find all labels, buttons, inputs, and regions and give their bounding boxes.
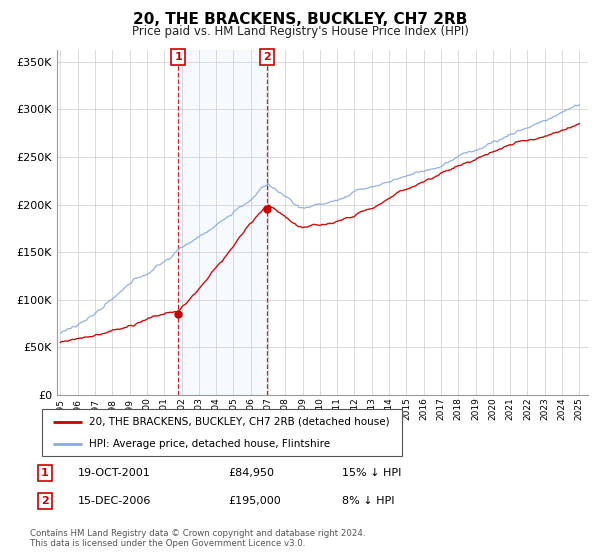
Bar — [178, 50, 267, 395]
Text: Price paid vs. HM Land Registry's House Price Index (HPI): Price paid vs. HM Land Registry's House … — [131, 25, 469, 38]
Text: 1: 1 — [174, 52, 182, 62]
Text: 2: 2 — [263, 52, 271, 62]
FancyBboxPatch shape — [42, 409, 402, 456]
Text: This data is licensed under the Open Government Licence v3.0.: This data is licensed under the Open Gov… — [30, 539, 305, 548]
Text: 1: 1 — [41, 468, 49, 478]
Text: Contains HM Land Registry data © Crown copyright and database right 2024.: Contains HM Land Registry data © Crown c… — [30, 529, 365, 538]
Text: 15-DEC-2006: 15-DEC-2006 — [78, 496, 151, 506]
Text: HPI: Average price, detached house, Flintshire: HPI: Average price, detached house, Flin… — [89, 438, 330, 449]
Text: 15% ↓ HPI: 15% ↓ HPI — [342, 468, 401, 478]
Text: 20, THE BRACKENS, BUCKLEY, CH7 2RB (detached house): 20, THE BRACKENS, BUCKLEY, CH7 2RB (deta… — [89, 417, 389, 427]
Text: 20, THE BRACKENS, BUCKLEY, CH7 2RB: 20, THE BRACKENS, BUCKLEY, CH7 2RB — [133, 12, 467, 27]
Text: £195,000: £195,000 — [228, 496, 281, 506]
Text: 8% ↓ HPI: 8% ↓ HPI — [342, 496, 395, 506]
Text: 19-OCT-2001: 19-OCT-2001 — [78, 468, 151, 478]
Text: 2: 2 — [41, 496, 49, 506]
Text: £84,950: £84,950 — [228, 468, 274, 478]
